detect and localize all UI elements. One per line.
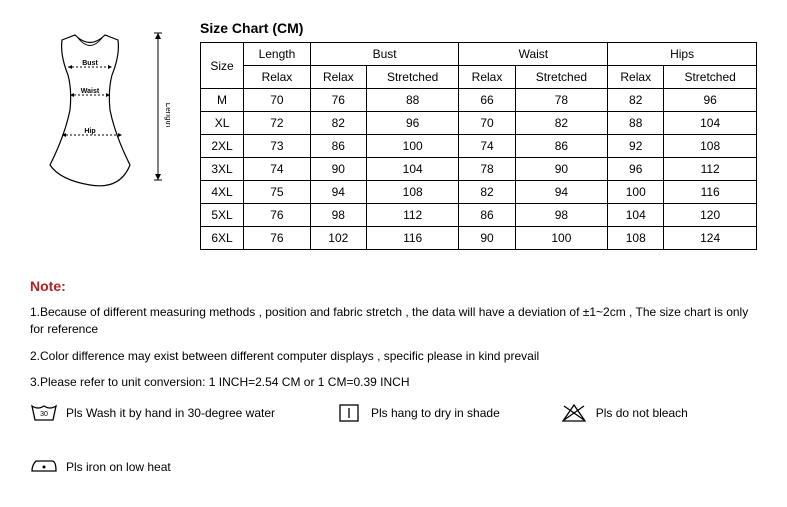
size-table: Size Length Bust Waist Hips Relax Relax … (200, 42, 757, 250)
cell-bs: 96 (366, 112, 459, 135)
cell-bs: 112 (366, 204, 459, 227)
table-row: 4XL75941088294100116 (201, 181, 757, 204)
cell-hr: 96 (608, 158, 664, 181)
cell-len: 76 (244, 227, 311, 250)
hang-icon (335, 401, 363, 425)
care-wash-text: Pls Wash it by hand in 30-degree water (66, 406, 275, 420)
cell-hs: 120 (664, 204, 757, 227)
cell-hr: 104 (608, 204, 664, 227)
cell-hr: 88 (608, 112, 664, 135)
sub-relax: Relax (244, 66, 311, 89)
note-title: Note: (30, 278, 757, 294)
care-hang: Pls hang to dry in shade (335, 401, 500, 425)
chart-title: Size Chart (CM) (200, 20, 757, 36)
note-2: 2.Color difference may exist between dif… (30, 348, 757, 365)
cell-wr: 74 (459, 135, 515, 158)
care-iron-text: Pls iron on low heat (66, 460, 171, 474)
cell-bs: 88 (366, 89, 459, 112)
col-waist: Waist (459, 43, 608, 66)
cell-hr: 92 (608, 135, 664, 158)
svg-text:30: 30 (40, 411, 48, 418)
cell-wr: 86 (459, 204, 515, 227)
cell-size: XL (201, 112, 244, 135)
cell-hr: 82 (608, 89, 664, 112)
cell-ws: 98 (515, 204, 608, 227)
waist-label: Waist (81, 88, 100, 95)
cell-br: 86 (310, 135, 366, 158)
sub-stretched: Stretched (664, 66, 757, 89)
cell-ws: 90 (515, 158, 608, 181)
cell-size: 6XL (201, 227, 244, 250)
cell-size: 3XL (201, 158, 244, 181)
garment-diagram: Length Bust Waist Hip (30, 20, 180, 250)
bleach-icon (560, 401, 588, 425)
cell-bs: 116 (366, 227, 459, 250)
cell-hs: 104 (664, 112, 757, 135)
wash-icon: 30 (30, 401, 58, 425)
note-3: 3.Please refer to unit conversion: 1 INC… (30, 374, 757, 391)
hip-label: Hip (84, 128, 95, 135)
bust-label: Bust (82, 60, 98, 67)
sub-relax: Relax (608, 66, 664, 89)
cell-size: M (201, 89, 244, 112)
cell-size: 2XL (201, 135, 244, 158)
iron-icon (30, 455, 58, 479)
cell-ws: 86 (515, 135, 608, 158)
cell-bs: 108 (366, 181, 459, 204)
care-bleach-text: Pls do not bleach (596, 406, 688, 420)
cell-wr: 70 (459, 112, 515, 135)
cell-br: 90 (310, 158, 366, 181)
cell-size: 4XL (201, 181, 244, 204)
cell-len: 73 (244, 135, 311, 158)
cell-ws: 94 (515, 181, 608, 204)
cell-wr: 90 (459, 227, 515, 250)
cell-ws: 78 (515, 89, 608, 112)
cell-len: 70 (244, 89, 311, 112)
cell-hs: 108 (664, 135, 757, 158)
care-wash: 30 Pls Wash it by hand in 30-degree wate… (30, 401, 275, 425)
sub-relax: Relax (459, 66, 515, 89)
cell-hs: 112 (664, 158, 757, 181)
cell-br: 82 (310, 112, 366, 135)
cell-wr: 66 (459, 89, 515, 112)
cell-br: 94 (310, 181, 366, 204)
table-row: XL728296708288104 (201, 112, 757, 135)
cell-wr: 78 (459, 158, 515, 181)
cell-hs: 116 (664, 181, 757, 204)
care-hang-text: Pls hang to dry in shade (371, 406, 500, 420)
cell-len: 76 (244, 204, 311, 227)
note-1: 1.Because of different measuring methods… (30, 304, 757, 338)
cell-size: 5XL (201, 204, 244, 227)
table-row: 6XL7610211690100108124 (201, 227, 757, 250)
table-row: M70768866788296 (201, 89, 757, 112)
table-row: 2XL7386100748692108 (201, 135, 757, 158)
care-iron: Pls iron on low heat (30, 455, 171, 479)
cell-ws: 100 (515, 227, 608, 250)
cell-br: 76 (310, 89, 366, 112)
col-size: Size (201, 43, 244, 89)
cell-hs: 124 (664, 227, 757, 250)
cell-hs: 96 (664, 89, 757, 112)
sub-stretched: Stretched (366, 66, 459, 89)
length-label: Length (164, 103, 170, 127)
sub-stretched: Stretched (515, 66, 608, 89)
cell-br: 98 (310, 204, 366, 227)
cell-bs: 104 (366, 158, 459, 181)
cell-len: 75 (244, 181, 311, 204)
cell-bs: 100 (366, 135, 459, 158)
sub-relax: Relax (310, 66, 366, 89)
col-bust: Bust (310, 43, 459, 66)
cell-hr: 100 (608, 181, 664, 204)
col-hips: Hips (608, 43, 757, 66)
cell-len: 74 (244, 158, 311, 181)
cell-ws: 82 (515, 112, 608, 135)
table-row: 5XL76981128698104120 (201, 204, 757, 227)
col-length: Length (244, 43, 311, 66)
cell-br: 102 (310, 227, 366, 250)
care-bleach: Pls do not bleach (560, 401, 688, 425)
cell-len: 72 (244, 112, 311, 135)
cell-wr: 82 (459, 181, 515, 204)
cell-hr: 108 (608, 227, 664, 250)
table-row: 3XL7490104789096112 (201, 158, 757, 181)
